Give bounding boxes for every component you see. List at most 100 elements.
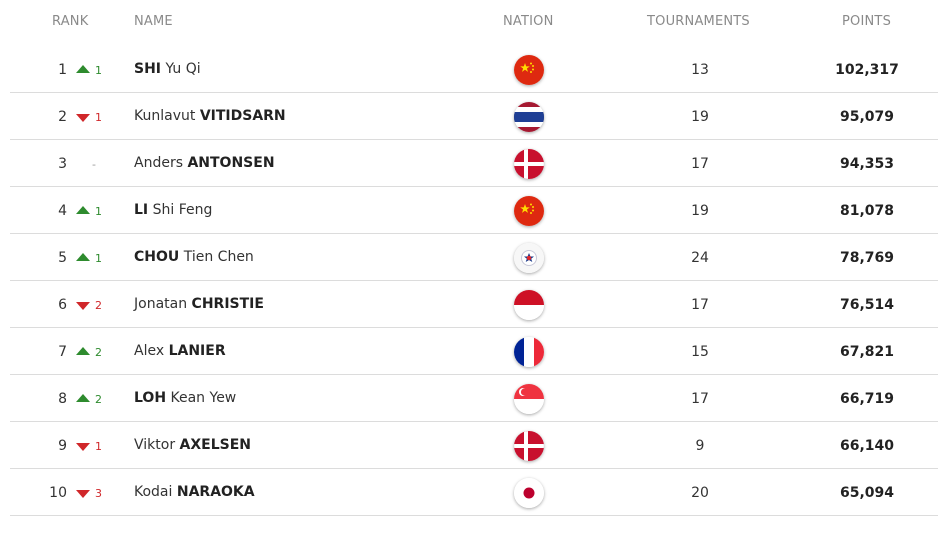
- player-name[interactable]: Jonatan CHRISTIE: [134, 296, 264, 312]
- table-row[interactable]: 6 2 Jonatan CHRISTIE 17 76,514: [10, 281, 938, 328]
- rank-change-value: 3: [95, 487, 102, 500]
- player-name[interactable]: LI Shi Feng: [134, 202, 212, 218]
- player-name[interactable]: Alex LANIER: [134, 343, 226, 359]
- table-row[interactable]: 9 1 Viktor AXELSEN 9 66,140: [10, 422, 938, 469]
- rank-change: 1: [76, 252, 106, 265]
- rank-value: 1: [58, 62, 67, 78]
- tournaments-value: 9: [695, 438, 705, 454]
- tournaments-value: 19: [691, 109, 709, 125]
- rank-change: 2: [76, 393, 106, 406]
- rank-value: 9: [58, 438, 67, 454]
- points-value: 102,317: [835, 62, 899, 78]
- player-name[interactable]: Kunlavut VITIDSARN: [134, 108, 286, 124]
- rank-change-value: 2: [95, 346, 102, 359]
- china-flag-icon: [514, 55, 544, 85]
- rank-value: 4: [58, 203, 67, 219]
- rank-change-value: 1: [95, 440, 102, 453]
- player-surname: NARAOKA: [176, 484, 255, 500]
- player-first-name: Kodai: [134, 484, 173, 500]
- rank-value: 2: [58, 109, 67, 125]
- tournaments-value: 19: [691, 203, 709, 219]
- tournaments-column-header[interactable]: TOURNAMENTS: [647, 14, 750, 29]
- rank-change-value: 1: [95, 111, 102, 124]
- rank-change: 1: [76, 111, 106, 124]
- points-value: 81,078: [839, 203, 895, 219]
- arrow-down-icon: [76, 490, 90, 498]
- player-given-name: Yu Qi: [165, 61, 201, 77]
- points-value: 94,353: [839, 156, 895, 172]
- player-name[interactable]: Viktor AXELSEN: [134, 437, 251, 453]
- points-value: 65,094: [839, 485, 895, 501]
- player-surname: AXELSEN: [179, 437, 252, 453]
- player-surname: VITIDSARN: [199, 108, 286, 124]
- player-first-name: Kunlavut: [134, 108, 196, 124]
- table-row[interactable]: 2 1 Kunlavut VITIDSARN 19 95,079: [10, 93, 938, 140]
- rank-column-header[interactable]: RANK: [52, 14, 89, 29]
- player-given-name: Kean Yew: [170, 390, 237, 406]
- rank-change-value: 1: [95, 205, 102, 218]
- thailand-flag-icon: [514, 102, 544, 132]
- player-surname: ANTONSEN: [187, 155, 275, 171]
- player-surname: LI: [134, 202, 149, 218]
- name-column-header[interactable]: NAME: [134, 14, 173, 29]
- arrow-up-icon: [76, 347, 90, 355]
- rank-change-value: 1: [95, 252, 102, 265]
- arrow-down-icon: [76, 302, 90, 310]
- points-column-header[interactable]: POINTS: [842, 14, 892, 29]
- tournaments-value: 20: [691, 485, 709, 501]
- nation-column-header[interactable]: NATION: [503, 14, 554, 29]
- rank-change: 1: [76, 205, 106, 218]
- player-given-name: Shi Feng: [152, 202, 213, 218]
- rank-change: -: [76, 158, 106, 171]
- rank-value: 3: [58, 156, 67, 172]
- rank-value: 6: [58, 297, 67, 313]
- points-value: 78,769: [839, 250, 895, 266]
- player-name[interactable]: Anders ANTONSEN: [134, 155, 275, 171]
- points-value: 66,719: [839, 391, 895, 407]
- rank-change: 2: [76, 299, 106, 312]
- player-name[interactable]: Kodai NARAOKA: [134, 484, 255, 500]
- table-row[interactable]: 8 2 LOH Kean Yew 17 66,719: [10, 375, 938, 422]
- table-row[interactable]: 5 1 CHOU Tien Chen 24 78,769: [10, 234, 938, 281]
- denmark-flag-icon: [514, 149, 544, 179]
- rank-change: 2: [76, 346, 106, 359]
- table-row[interactable]: 4 1 LI Shi Feng 19 81,078: [10, 187, 938, 234]
- player-surname: LANIER: [168, 343, 226, 359]
- indonesia-flag-icon: [514, 290, 544, 320]
- points-value: 95,079: [839, 109, 895, 125]
- japan-flag-icon: [514, 478, 544, 508]
- player-surname: LOH: [134, 390, 167, 406]
- rank-change-value: 2: [95, 299, 102, 312]
- arrow-up-icon: [76, 206, 90, 214]
- player-surname: CHOU: [134, 249, 180, 265]
- player-name[interactable]: LOH Kean Yew: [134, 390, 236, 406]
- table-row[interactable]: 1 1 SHI Yu Qi 13 102,317: [10, 46, 938, 93]
- singapore-flag-icon: [514, 384, 544, 414]
- points-value: 66,140: [839, 438, 895, 454]
- player-name[interactable]: CHOU Tien Chen: [134, 249, 254, 265]
- rank-value: 10: [49, 485, 67, 501]
- arrow-up-icon: [76, 253, 90, 261]
- player-surname: SHI: [134, 61, 162, 77]
- player-given-name: Tien Chen: [183, 249, 254, 265]
- rankings-table: 1 1 SHI Yu Qi 13 102,317 2 1 Kunlavut VITIDSARN…: [0, 46, 939, 516]
- china-flag-icon: [514, 196, 544, 226]
- rank-change: 3: [76, 487, 106, 500]
- player-name[interactable]: SHI Yu Qi: [134, 61, 201, 77]
- tournaments-value: 13: [691, 62, 709, 78]
- player-first-name: Alex: [134, 343, 165, 359]
- table-header: RANK NAME NATION TOURNAMENTS POINTS: [0, 0, 939, 46]
- player-surname: CHRISTIE: [191, 296, 264, 312]
- rank-change: 1: [76, 440, 106, 453]
- table-row[interactable]: 10 3 Kodai NARAOKA 20 65,094: [10, 469, 938, 516]
- table-row[interactable]: 7 2 Alex LANIER 15 67,821: [10, 328, 938, 375]
- tournaments-value: 17: [691, 297, 709, 313]
- arrow-down-icon: [76, 114, 90, 122]
- rank-change: 1: [76, 64, 106, 77]
- player-first-name: Anders: [134, 155, 183, 171]
- rank-value: 5: [58, 250, 67, 266]
- table-row[interactable]: 3 - Anders ANTONSEN 17 94,353: [10, 140, 938, 187]
- player-first-name: Viktor: [134, 437, 176, 453]
- points-value: 67,821: [839, 344, 895, 360]
- points-value: 76,514: [839, 297, 895, 313]
